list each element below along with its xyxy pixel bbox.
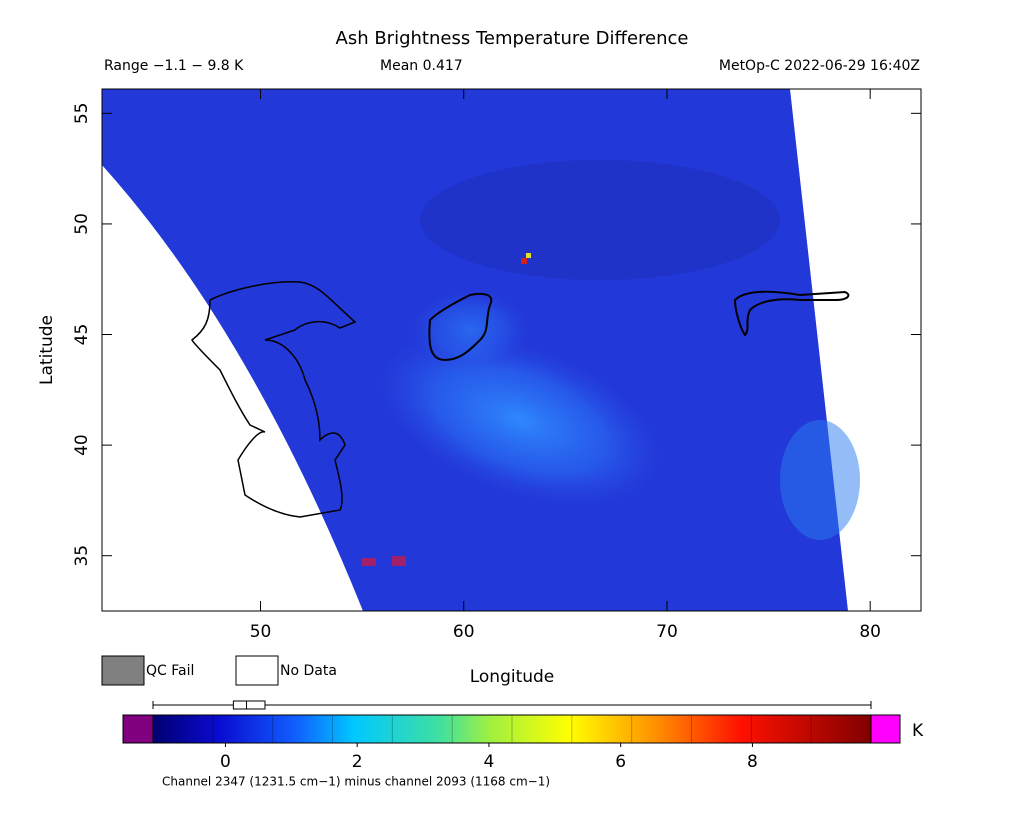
range-text: Range −1.1 − 9.8 K [104,58,244,74]
colorbar-tick-label: 2 [352,752,363,772]
hot-pixel [526,253,531,258]
colorbar-tick-label: 6 [615,752,626,772]
y-tick-label: 55 [72,103,92,125]
iqr-box [232,700,266,710]
colorbar-tick-label: 8 [747,752,758,772]
legend-label: QC Fail [146,663,194,679]
colorbar-unit: K [912,721,924,741]
y-axis-label: Latitude [37,315,57,385]
y-tick-label: 35 [72,545,92,567]
plume [410,290,530,370]
y-tick-label: 40 [72,434,92,456]
legend-swatch [101,655,145,686]
title: Ash Brightness Temperature Difference [336,28,689,49]
plume [376,332,664,508]
coastlines [191,280,850,518]
x-tick-label: 60 [453,622,475,642]
legend: QC Fail No Data [101,655,337,686]
colorbar-caption: Channel 2347 (1231.5 cm−1) minus channel… [162,775,550,789]
x-tick-label: 80 [859,622,881,642]
colorbar-gradient [152,714,872,744]
hot-pixel [362,558,376,566]
colorbar-tick-label: 4 [484,752,495,772]
axes: 50 60 70 80 35 40 45 50 55 [72,89,921,642]
over-swatch [870,714,901,744]
hot-pixel [392,556,406,566]
data-field [102,89,860,611]
aral-sea [428,292,493,362]
legend-label: No Data [280,663,337,679]
caspian-sea [191,280,357,518]
source-text: MetOp-C 2022-06-29 16:40Z [719,58,920,74]
colorbar: 0 2 4 6 8 K Channel 2347 (1231.5 cm−1) minus c… [122,700,924,789]
lake-balkhash [733,290,850,337]
dark-region [420,160,780,280]
plot-frame [101,88,922,612]
x-tick-label: 50 [250,622,272,642]
under-swatch [122,714,154,744]
x-axis-label: Longitude [470,667,555,687]
x-tick-label: 70 [656,622,678,642]
y-tick-label: 50 [72,213,92,235]
bright-region [780,420,860,540]
colorbar-tick-label: 0 [220,752,231,772]
mean-text: Mean 0.417 [380,58,463,74]
legend-swatch [235,655,279,686]
y-tick-label: 45 [72,324,92,346]
hot-pixel [521,258,527,264]
